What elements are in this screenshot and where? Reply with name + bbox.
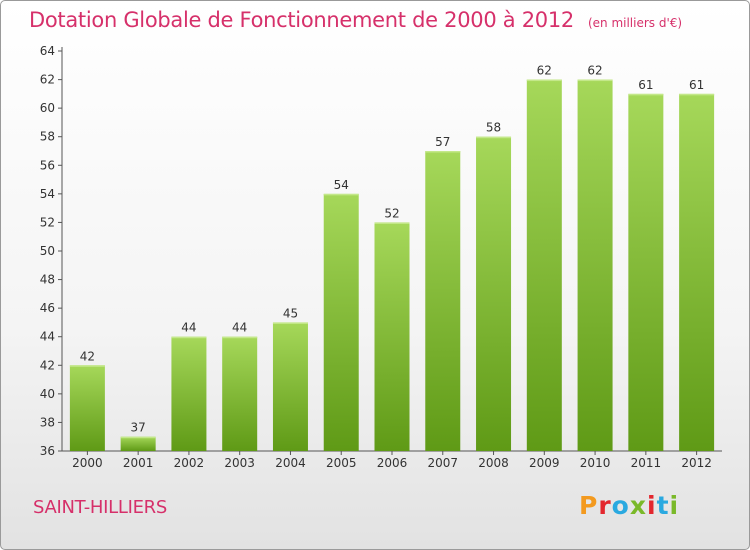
bar [120, 436, 156, 451]
bar-value-label: 62 [537, 64, 552, 78]
x-tick-label: 2007 [427, 456, 458, 470]
bar-value-label: 42 [80, 349, 95, 363]
bar [628, 93, 664, 451]
data-labels-group: 42 37 44 44 45 54 52 57 58 62 62 61 61 [80, 64, 705, 435]
y-tick-label: 56 [40, 158, 55, 172]
chart-subtitle: (en milliers d'€) [587, 16, 683, 30]
y-tick-label: 38 [40, 415, 55, 429]
bar [526, 79, 562, 452]
bar [374, 222, 410, 451]
bar-highlight [526, 79, 562, 82]
y-tick-label: 64 [40, 44, 55, 58]
logo-letter: x [629, 491, 647, 520]
logo-letter: i [647, 491, 657, 520]
bar-highlight [628, 93, 664, 96]
y-tick-label: 54 [40, 187, 55, 201]
bar-value-label: 57 [435, 135, 450, 149]
bar-value-label: 54 [334, 178, 349, 192]
bar-highlight [323, 193, 359, 196]
x-tick-label: 2004 [275, 456, 306, 470]
x-tick-label: 2005 [326, 456, 357, 470]
bar-value-label: 44 [181, 321, 196, 335]
x-tick-label: 2010 [580, 456, 611, 470]
bar [272, 322, 308, 451]
bar-highlight [69, 365, 105, 367]
x-tick-label: 2006 [377, 456, 408, 470]
bar-value-label: 45 [283, 306, 298, 320]
y-tick-label: 36 [40, 444, 55, 458]
bar-highlight [577, 79, 613, 82]
y-tick-label: 62 [40, 73, 55, 87]
title-row: Dotation Globale de Fonctionnement de 20… [29, 8, 682, 32]
logo-letter: o [611, 491, 630, 520]
logo-letter: P [579, 491, 599, 520]
y-tick-label: 48 [40, 273, 55, 287]
bar [577, 79, 613, 452]
logo-letter: r [598, 491, 612, 520]
bar-value-label: 44 [232, 321, 247, 335]
bar-value-label: 58 [486, 121, 501, 135]
bar-highlight [171, 336, 207, 339]
bar-highlight [222, 336, 258, 339]
x-tick-label: 2001 [123, 456, 154, 470]
proxiti-logo: Proxiti [579, 491, 679, 520]
bar-highlight [679, 93, 715, 96]
y-tick-label: 46 [40, 301, 55, 315]
bar-highlight [476, 136, 512, 139]
bar [69, 365, 105, 451]
bar-value-label: 37 [131, 421, 146, 435]
chart-title: Dotation Globale de Fonctionnement de 20… [29, 8, 574, 32]
axes-group: 36 38 40 42 44 46 48 50 52 54 56 58 60 62 64 2000 2001 20… [40, 44, 722, 470]
bar [171, 336, 207, 451]
x-tick-label: 2003 [224, 456, 255, 470]
x-tick-label: 2012 [681, 456, 712, 470]
commune-name: SAINT-HILLIERS [33, 497, 167, 518]
bar [323, 193, 359, 451]
bar [222, 336, 258, 451]
y-tick-label: 60 [40, 101, 55, 115]
logo-letter: i [669, 491, 680, 520]
bar-highlight [120, 436, 156, 439]
bar-highlight [374, 222, 410, 224]
y-tick-label: 44 [40, 330, 55, 344]
y-tick-label: 58 [40, 130, 55, 144]
bar-highlight [425, 151, 461, 153]
y-tick-label: 42 [40, 358, 55, 372]
x-tick-label: 2011 [631, 456, 662, 470]
logo-letter: t [656, 491, 670, 520]
bars-group [69, 79, 715, 452]
bar [679, 93, 715, 451]
bar-value-label: 62 [587, 64, 602, 78]
x-tick-label: 2000 [72, 456, 103, 470]
bar-value-label: 52 [384, 206, 399, 220]
x-tick-label: 2002 [174, 456, 205, 470]
x-tick-label: 2008 [478, 456, 509, 470]
bar-highlight [272, 322, 308, 324]
bar [476, 136, 512, 451]
y-tick-label: 52 [40, 215, 55, 229]
bar [425, 151, 461, 451]
bar-value-label: 61 [638, 78, 653, 92]
y-tick-label: 50 [40, 244, 55, 258]
bar-value-label: 61 [689, 78, 704, 92]
x-tick-label: 2009 [529, 456, 560, 470]
y-tick-label: 40 [40, 387, 55, 401]
